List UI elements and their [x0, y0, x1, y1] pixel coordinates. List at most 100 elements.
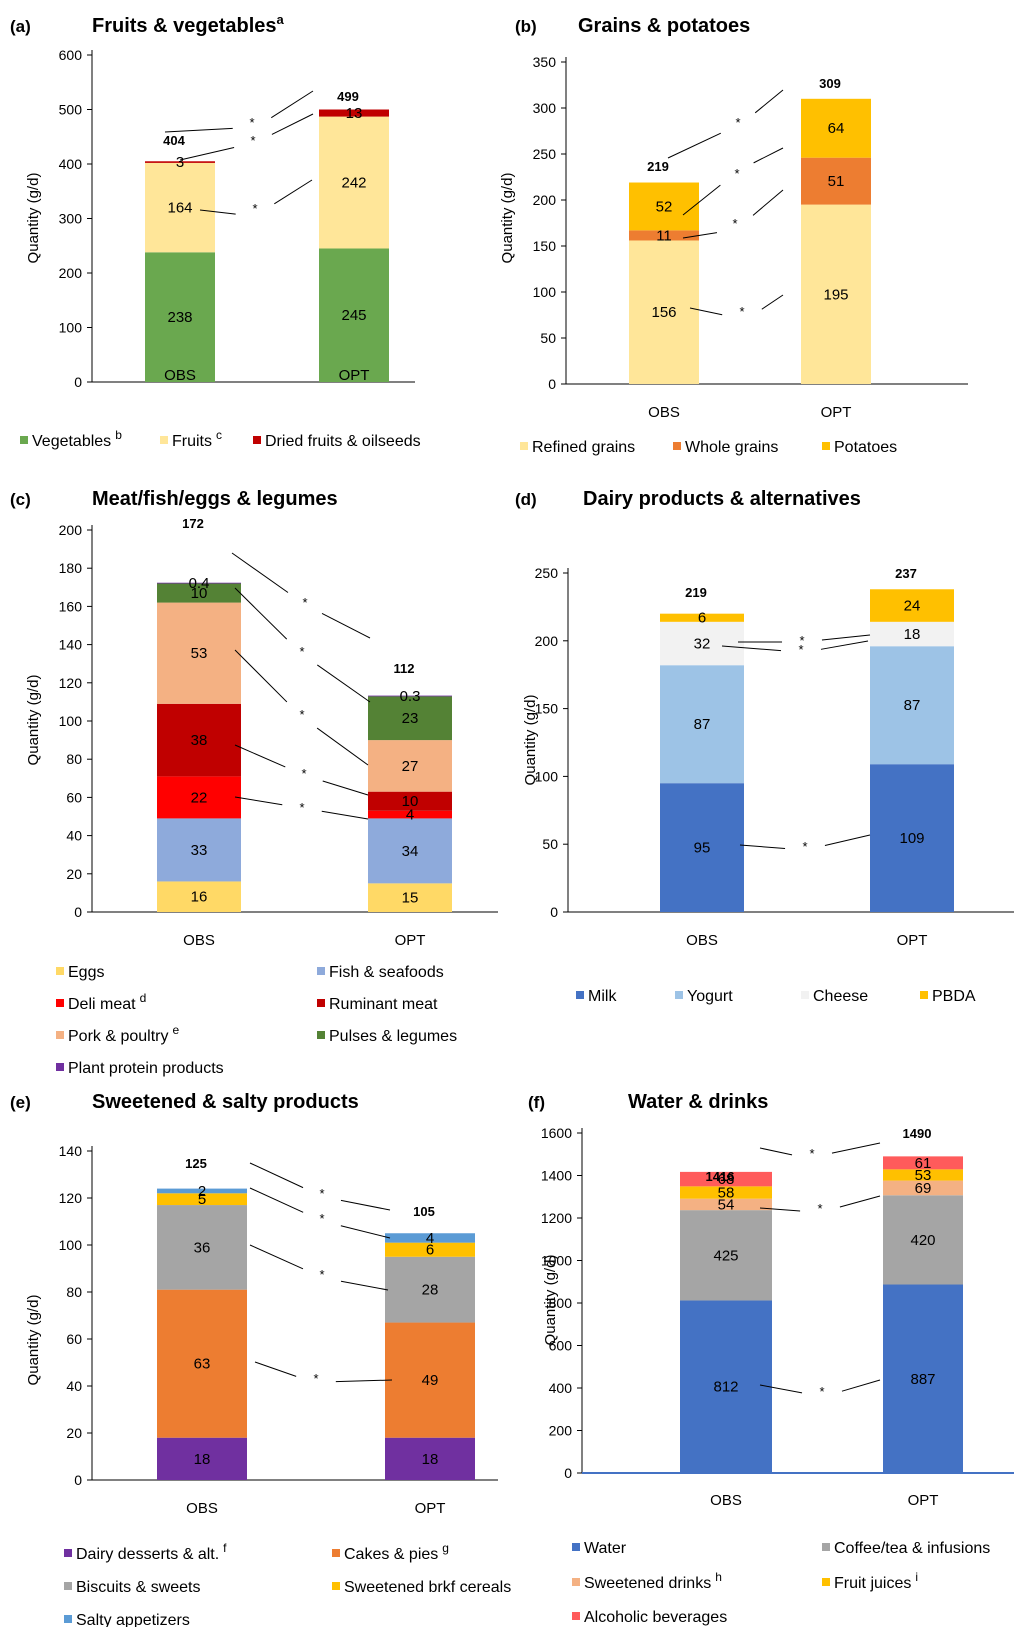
panel-title: Sweetened & salty products	[92, 1091, 359, 1113]
y-tick-label: 140	[59, 1143, 83, 1159]
y-tick-label: 200	[535, 633, 559, 649]
data-label: 54	[718, 1196, 735, 1213]
significance-star: *	[809, 1146, 814, 1161]
bar-segment	[870, 646, 954, 765]
y-tick-label: 0	[74, 904, 82, 920]
panel-b: (b) Grains & potatoes 0 50 100 150 200 250 300 35…	[499, 15, 968, 456]
y-tick-label: 200	[59, 265, 83, 281]
data-label: 87	[694, 716, 711, 733]
significance-star: *	[739, 304, 744, 319]
data-label: 887	[910, 1371, 935, 1388]
y-tick-label: 0	[74, 1472, 82, 1488]
data-label: 53	[915, 1167, 932, 1184]
data-label: 58	[718, 1185, 735, 1202]
legend-swatch	[56, 1063, 64, 1071]
y-tick-label: 200	[59, 522, 83, 538]
legend-swatch	[160, 436, 168, 444]
legend-label: Vegetables b	[32, 428, 122, 450]
significance-star: *	[319, 1267, 324, 1282]
significance-star: *	[819, 1384, 824, 1399]
bar-segment	[883, 1180, 963, 1196]
y-tick-label: 1200	[541, 1210, 572, 1226]
significance-line	[759, 1207, 801, 1212]
data-label: 36	[194, 1239, 211, 1256]
bar-segment	[385, 1233, 475, 1243]
data-label: 13	[346, 105, 363, 122]
bar-segment	[680, 1198, 772, 1211]
data-label: 53	[191, 645, 208, 662]
data-label: 5	[198, 1191, 206, 1208]
bar-segment	[680, 1300, 772, 1473]
y-tick-label: 100	[59, 1237, 83, 1253]
total-label: 125	[185, 1156, 207, 1171]
legend-label: Water	[584, 1540, 627, 1557]
bar-segment	[629, 182, 699, 231]
legend-label: Potatoes	[834, 439, 897, 456]
data-label: 164	[167, 200, 192, 217]
legend-label: Dairy desserts & alt. f	[76, 1541, 227, 1563]
total-label: 172	[182, 516, 204, 531]
data-label: 242	[341, 175, 366, 192]
y-tick-label: 300	[533, 100, 557, 116]
significance-star: *	[817, 1201, 822, 1216]
y-tick-label: 200	[533, 192, 557, 208]
y-tick-label: 120	[59, 1190, 83, 1206]
legend-label: Deli meat d	[68, 991, 146, 1013]
title-superscript: a	[277, 12, 285, 27]
data-label: 245	[341, 307, 366, 324]
panel-letter: (b)	[515, 17, 537, 36]
bar-segment	[157, 583, 241, 603]
panel-title: Dairy products & alternatives	[583, 488, 861, 510]
legend-swatch	[822, 1543, 830, 1551]
bar-segment	[680, 1171, 772, 1187]
total-label: 1416	[706, 1169, 735, 1184]
y-tick-label: 180	[59, 560, 83, 576]
total-label: 105	[413, 1204, 435, 1219]
significance-line	[759, 1384, 803, 1394]
legend-swatch	[253, 436, 261, 444]
significance-star: *	[798, 642, 803, 657]
data-label: 63	[194, 1356, 211, 1373]
legend-label: PBDA	[932, 988, 976, 1005]
significance-star: *	[250, 133, 255, 148]
y-tick-label: 120	[59, 675, 83, 691]
panel-letter: (d)	[515, 490, 537, 509]
x-tick-label: OBS	[164, 367, 196, 384]
significance-line	[689, 307, 723, 316]
legend-label: Fruits c	[172, 428, 222, 450]
data-label: 23	[402, 710, 419, 727]
bar-segment	[385, 1437, 475, 1480]
legend-swatch	[64, 1549, 72, 1557]
data-label: 4	[406, 807, 414, 824]
legend-label: Yogurt	[687, 988, 733, 1005]
significance-line	[322, 780, 369, 796]
bar-segment	[883, 1156, 963, 1170]
significance-star: *	[319, 1186, 324, 1201]
significance-line	[667, 132, 721, 159]
data-label: 61	[915, 1155, 932, 1172]
data-label: 10	[402, 793, 419, 810]
data-label: 10	[191, 585, 208, 602]
data-label: 95	[694, 840, 711, 857]
legend-swatch	[317, 967, 325, 975]
data-label: 6	[698, 610, 706, 627]
data-label: 87	[904, 697, 921, 714]
bar-segment	[385, 1256, 475, 1323]
bar-segment	[319, 248, 389, 382]
legend-label: Milk	[588, 988, 617, 1005]
y-tick-label: 600	[59, 47, 83, 63]
data-label: 38	[191, 732, 208, 749]
significance-line	[254, 1361, 297, 1377]
y-tick-label: 1000	[541, 1253, 572, 1269]
legend-label: Refined grains	[532, 439, 635, 456]
y-tick-label: 150	[535, 701, 559, 717]
bar-segment	[157, 776, 241, 819]
legend-swatch	[675, 991, 683, 999]
bar-segment	[801, 204, 871, 384]
y-tick-label: 0	[548, 376, 556, 392]
bar-segment	[660, 613, 744, 622]
significance-star: *	[313, 1371, 318, 1386]
bar-segment	[157, 582, 241, 584]
y-tick-label: 40	[66, 828, 82, 844]
bar-segment	[319, 116, 389, 249]
